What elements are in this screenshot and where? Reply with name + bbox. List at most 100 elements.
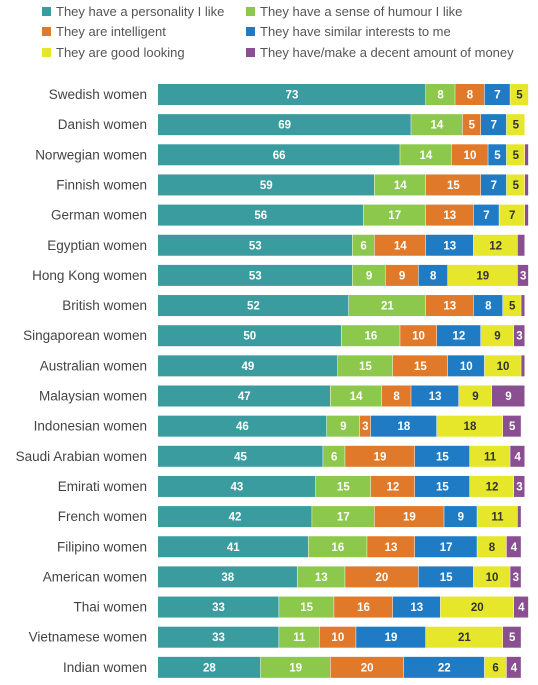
data-label: 13: [443, 240, 456, 252]
bar-segment: [488, 144, 507, 166]
bar-segment: [158, 264, 353, 286]
data-label: 17: [440, 542, 453, 554]
bar-segment: [473, 204, 499, 226]
data-label: 45: [234, 451, 247, 463]
data-label: 9: [399, 270, 405, 282]
category-label: Thai women: [73, 600, 147, 615]
data-label: 12: [486, 481, 499, 493]
data-label: 15: [447, 180, 460, 192]
legend-item: They have similar interests to me: [246, 24, 451, 39]
bar-segment: [425, 84, 455, 105]
data-label: 9: [472, 391, 478, 403]
data-label: 16: [364, 331, 377, 343]
legend-swatch: [42, 7, 51, 16]
bar-segment: [480, 114, 507, 136]
data-label: 15: [414, 361, 427, 373]
data-label: 10: [412, 331, 425, 343]
category-label: Singaporean women: [23, 328, 147, 343]
data-label: 14: [394, 240, 407, 252]
data-label: 3: [513, 572, 519, 584]
bar-segment: [374, 506, 444, 528]
data-label: 33: [212, 632, 225, 644]
bar-segment: [308, 536, 367, 558]
legend-item: They have/make a decent amount of money: [246, 45, 514, 60]
legend-item: They are good looking: [42, 45, 185, 60]
category-label: Malaysian women: [39, 389, 147, 404]
bar-segment: [334, 596, 393, 618]
bar-segment: [158, 566, 297, 588]
data-label: 19: [476, 270, 489, 282]
bar-segment: [506, 656, 521, 678]
bar-segment: [323, 445, 345, 467]
data-label: 4: [518, 602, 525, 614]
legend-swatch: [42, 27, 51, 36]
category-label: Emirati women: [58, 479, 147, 494]
bar-segment: [506, 144, 525, 166]
bar-segment: [513, 325, 525, 347]
data-label: 52: [247, 301, 260, 313]
data-label: 19: [289, 662, 302, 674]
bar-segment: [517, 506, 521, 528]
data-label: 10: [497, 361, 510, 373]
bar-segment: [363, 204, 426, 226]
data-label: 14: [420, 150, 433, 162]
bar-segment: [158, 536, 308, 558]
data-label: 5: [494, 150, 501, 162]
bar-segment: [447, 355, 485, 377]
bar-segment: [297, 566, 345, 588]
bar-segment: [510, 445, 525, 467]
data-label: 3: [516, 481, 522, 493]
bar-segment: [158, 626, 279, 648]
data-label: 53: [249, 240, 262, 252]
legend-label: They are intelligent: [56, 24, 166, 39]
data-label: 16: [357, 602, 370, 614]
bar-segment: [451, 144, 488, 166]
category-label: Saudi Arabian women: [16, 449, 147, 464]
data-label: 21: [458, 632, 471, 644]
bar-segment: [279, 596, 334, 618]
bar-segment: [425, 204, 474, 226]
bar-segment: [411, 114, 463, 136]
data-label: 15: [436, 451, 449, 463]
data-label: 13: [443, 301, 456, 313]
category-label: Norwegian women: [35, 147, 147, 162]
data-label: 59: [260, 180, 273, 192]
data-label: 9: [340, 421, 346, 433]
bar-segment: [502, 415, 521, 437]
bar-segment: [513, 475, 525, 497]
bar-segment: [418, 264, 448, 286]
category-label: Hong Kong women: [32, 268, 147, 283]
data-label: 19: [403, 512, 416, 524]
category-label: Swedish women: [49, 87, 147, 102]
bar-segment: [444, 506, 477, 528]
bar-segment: [158, 596, 279, 618]
bar-segment: [477, 506, 518, 528]
bar-segment: [158, 656, 261, 678]
bar-segment: [158, 385, 330, 407]
bar-segment: [341, 325, 400, 347]
category-label: British women: [62, 298, 147, 313]
bar-segment: [352, 234, 375, 256]
data-label: 4: [511, 542, 518, 554]
bar-segment: [510, 84, 529, 105]
data-label: 6: [492, 662, 498, 674]
bar-segment: [158, 204, 364, 226]
data-label: 12: [489, 240, 502, 252]
data-label: 56: [254, 210, 267, 222]
data-label: 8: [467, 90, 474, 102]
bar-segment: [517, 264, 529, 286]
data-label: 6: [360, 240, 366, 252]
bar-segment: [436, 415, 503, 437]
data-label: 47: [238, 391, 251, 403]
bar-segment: [359, 415, 371, 437]
bar-segment: [480, 325, 514, 347]
bar-segment: [337, 355, 393, 377]
data-label: 7: [491, 120, 497, 132]
bar-segment: [158, 144, 400, 166]
category-label: Vietnamese women: [29, 630, 147, 645]
category-label: Egyptian women: [47, 238, 147, 253]
bar-segment: [315, 475, 371, 497]
data-label: 8: [437, 90, 444, 102]
legend: They have a personality I like They have …: [0, 0, 538, 70]
data-label: 12: [453, 331, 466, 343]
